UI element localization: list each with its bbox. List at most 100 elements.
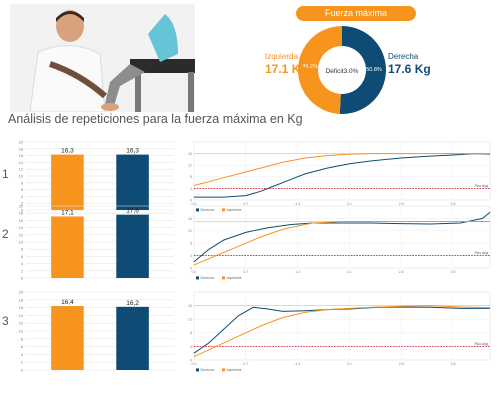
right-side-value: 17.6 Kg xyxy=(388,62,431,76)
y-tick-label: 8 xyxy=(190,242,192,246)
line-chart-2: 0 4 8 12 16 0.0 0.7 1.4 2.1 2.8 3.5 Fluo Aug Derecha… xyxy=(188,205,491,280)
y-tick-label: 20 xyxy=(19,141,23,145)
y-tick-label: 10 xyxy=(19,241,23,245)
y-tick-label: 8 xyxy=(21,337,23,341)
y-tick-label: 6 xyxy=(21,345,23,349)
y-tick-label: 12 xyxy=(188,229,192,233)
y-tick-label: 16 xyxy=(188,152,192,156)
series-line-izquierda xyxy=(193,221,490,266)
x-tick-label: 1.4 xyxy=(295,362,300,366)
x-tick-label: 0.0 xyxy=(192,270,197,274)
y-tick-label: 8 xyxy=(190,331,192,335)
plot-frame xyxy=(193,205,491,269)
bar-chart-1: 0 2 4 6 8 10 12 14 16 18 20 16,3 16,3 xyxy=(19,141,174,213)
y-tick-label: 4 xyxy=(21,262,23,266)
row-number-2: 2 xyxy=(2,227,9,241)
y-tick-label: 16 xyxy=(19,154,23,158)
legend-label-izquierda: Izquierda xyxy=(227,368,242,372)
max-force-donut: Deficit3.0% 49.2% 50.8% xyxy=(258,4,438,116)
y-tick-label: 12 xyxy=(188,164,192,168)
y-tick-label: 18 xyxy=(19,147,23,151)
y-tick-label: 4 xyxy=(190,345,192,349)
legend-label-derecha: Derecha xyxy=(201,368,215,372)
y-tick-label: 6 xyxy=(21,255,23,259)
y-tick-label: 0 xyxy=(190,198,192,202)
threshold-label: Fluo Aug xyxy=(475,184,488,188)
y-tick-label: 16 xyxy=(19,306,23,310)
y-tick-label: 8 xyxy=(21,181,23,185)
y-tick-label: 12 xyxy=(188,318,192,322)
y-tick-label: 4 xyxy=(190,187,192,191)
bar-izquierda xyxy=(51,154,84,210)
y-tick-label: 14 xyxy=(19,226,23,230)
bar-izquierda xyxy=(51,216,84,278)
legend-swatch-derecha xyxy=(196,276,199,280)
y-tick-label: 16 xyxy=(188,217,192,221)
bar-derecha xyxy=(116,306,149,370)
x-tick-label: 3.5 xyxy=(451,362,456,366)
x-tick-label: 3.5 xyxy=(451,270,456,274)
y-tick-label: 14 xyxy=(19,314,23,318)
donut-hole xyxy=(318,46,366,94)
bar-value-label: 17,6 xyxy=(126,208,139,215)
legend-swatch-izquierda xyxy=(222,208,225,212)
x-tick-label: 0.7 xyxy=(243,270,248,274)
y-tick-label: 10 xyxy=(19,330,23,334)
threshold-label: Fluo Aug xyxy=(475,342,488,346)
bar-value-label: 16,3 xyxy=(126,148,139,155)
y-tick-label: 18 xyxy=(19,212,23,216)
section-title: Análisis de repeticiones para la fuerza … xyxy=(8,112,303,126)
bar-derecha xyxy=(116,154,149,210)
y-tick-label: 12 xyxy=(19,322,23,326)
y-tick-label: 6 xyxy=(21,188,23,192)
y-tick-label: 16 xyxy=(19,219,23,223)
y-tick-label: 0 xyxy=(190,266,192,270)
x-tick-label: 2.1 xyxy=(347,270,352,274)
plot-frame xyxy=(193,141,491,201)
x-tick-label: 3.5 xyxy=(451,202,456,206)
y-tick-label: 4 xyxy=(21,353,23,357)
donut-svg: Deficit3.0% 49.2% 50.8% xyxy=(297,26,386,114)
x-tick-label: 0.0 xyxy=(192,202,197,206)
y-tick-label: 20 xyxy=(19,205,23,209)
x-tick-label: 0.0 xyxy=(192,362,197,366)
bar-value-label: 16,2 xyxy=(126,300,139,307)
line-chart-3: 0 4 8 12 16 0.0 0.7 1.4 2.1 2.8 3.5 Fluo Aug Derecha… xyxy=(188,291,491,372)
bar-value-label: 16,3 xyxy=(61,148,74,155)
legend-swatch-derecha xyxy=(196,208,199,212)
y-tick-label: 0 xyxy=(21,369,23,373)
series-line-derecha xyxy=(193,306,490,354)
left-side-value: 17.1 Kg xyxy=(265,62,308,76)
legend-label-izquierda: Izquierda xyxy=(227,276,242,280)
legend-label-izquierda: Izquierda xyxy=(227,208,242,212)
legend-label-derecha: Derecha xyxy=(201,208,215,212)
hero-photo xyxy=(10,4,195,112)
y-tick-label: 0 xyxy=(21,277,23,281)
legend-swatch-derecha xyxy=(196,368,199,372)
x-tick-label: 2.8 xyxy=(399,202,404,206)
x-tick-label: 2.8 xyxy=(399,362,404,366)
y-tick-label: 16 xyxy=(188,304,192,308)
donut-left-pct: 49.2% xyxy=(302,64,318,70)
bar-derecha xyxy=(116,214,149,278)
y-tick-label: 0 xyxy=(190,358,192,362)
y-tick-label: 12 xyxy=(19,168,23,172)
donut-title: Fuerza máxima xyxy=(296,6,416,21)
donut-right-pct: 50.8% xyxy=(366,67,382,73)
row-number-3: 3 xyxy=(2,314,9,328)
y-tick-label: 12 xyxy=(19,233,23,237)
y-tick-label: 20 xyxy=(19,291,23,295)
donut-center-label: Deficit3.0% xyxy=(326,68,359,75)
legend-swatch-izquierda xyxy=(222,276,225,280)
y-tick-label: 8 xyxy=(21,248,23,252)
y-tick-label: 2 xyxy=(21,361,23,365)
legend-label-derecha: Derecha xyxy=(201,276,215,280)
row-number-1: 1 xyxy=(2,167,9,181)
plot-frame xyxy=(193,291,491,361)
y-tick-label: 4 xyxy=(21,195,23,199)
y-tick-label: 18 xyxy=(19,298,23,302)
y-tick-label: 2 xyxy=(21,202,23,206)
x-tick-label: 1.4 xyxy=(295,202,300,206)
threshold-label: Fluo Aug xyxy=(475,251,488,255)
